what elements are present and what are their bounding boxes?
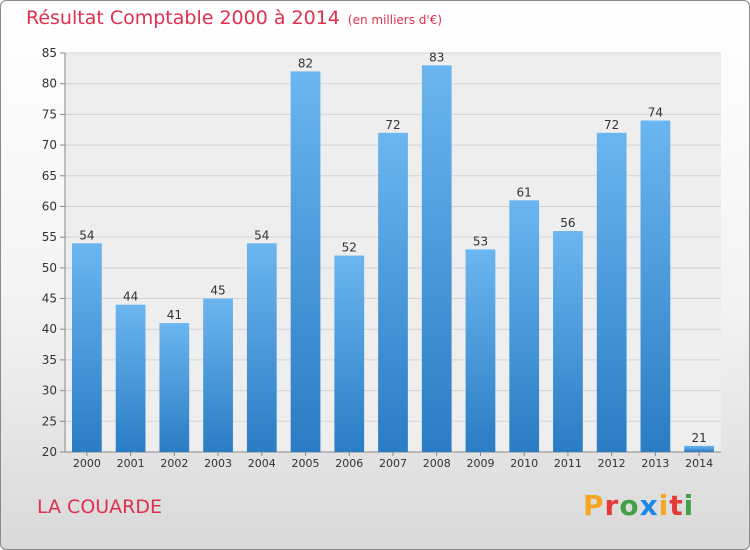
x-tick-label: 2005 [292,457,320,470]
bar-value-label: 83 [429,50,444,64]
bar-value-label: 54 [254,228,269,242]
bar-value-label: 82 [298,56,313,70]
y-tick-label: 45 [42,292,57,306]
bar-value-label: 52 [342,241,357,255]
chart-title: Résultat Comptable 2000 à 2014 (en millie… [26,7,442,29]
place-name: LA COUARDE [37,496,163,518]
x-tick-label: 2014 [685,457,713,470]
bar [159,323,190,452]
logo-letter: P [583,489,605,522]
bar [684,445,715,452]
bar-value-label: 72 [385,118,400,132]
x-tick-label: 2012 [598,457,626,470]
bar [246,243,277,452]
chart-subtitle: (en milliers d'€) [347,13,443,27]
logo-letter: o [619,489,640,522]
logo-letter: t [669,489,684,522]
logo-letter: r [604,489,620,522]
x-tick-label: 2013 [641,457,669,470]
bar [115,304,146,452]
bar-value-label: 61 [517,185,532,199]
y-tick-label: 40 [42,322,57,336]
bar [378,132,408,453]
y-tick-label: 70 [42,138,57,152]
y-tick-label: 25 [42,414,57,428]
y-tick-label: 80 [42,77,57,91]
x-tick-label: 2011 [554,457,582,470]
bar-value-label: 54 [79,228,94,242]
bar [334,255,365,452]
y-tick-label: 65 [42,169,57,183]
x-tick-label: 2003 [204,457,232,470]
x-tick-label: 2000 [73,457,101,470]
bar-value-label: 74 [648,106,663,120]
x-tick-label: 2009 [466,457,494,470]
bar-value-label: 45 [210,284,225,298]
bar-value-label: 72 [604,118,619,132]
proxiti-logo: Proxiti [583,489,694,522]
x-tick-label: 2002 [160,457,188,470]
title-text: Résultat Comptable 2000 à 2014 [26,7,340,29]
bar [553,231,583,452]
bar [203,298,233,452]
bar [640,120,671,453]
x-tick-label: 2008 [423,457,451,470]
x-tick-label: 2004 [248,457,276,470]
bar-value-label: 56 [560,216,575,230]
bar-value-label: 21 [691,431,706,445]
y-tick-label: 35 [42,353,57,367]
y-tick-label: 85 [42,46,57,60]
bar [465,249,496,452]
x-tick-label: 2007 [379,457,407,470]
y-tick-label: 50 [42,261,57,275]
y-tick-label: 55 [42,230,57,244]
bar-value-label: 44 [123,290,138,304]
y-tick-label: 20 [42,445,57,459]
bar [596,132,627,453]
logo-letter: i [658,489,670,522]
x-tick-label: 2001 [117,457,145,470]
bar [509,200,540,452]
bar [290,71,321,453]
x-tick-label: 2006 [335,457,363,470]
logo-letter: i [683,489,695,522]
bar [421,65,452,453]
y-tick-label: 60 [42,199,57,213]
y-tick-label: 30 [42,384,57,398]
bar-value-label: 41 [167,308,182,322]
bar-value-label: 53 [473,234,488,248]
logo-letter: x [639,489,659,522]
x-tick-label: 2010 [510,457,538,470]
bar [71,243,102,452]
y-tick-label: 75 [42,107,57,121]
